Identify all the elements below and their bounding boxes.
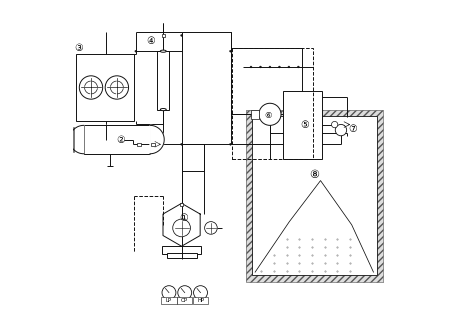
Circle shape — [230, 143, 231, 145]
Bar — [283, 91, 322, 158]
Text: LP: LP — [166, 298, 172, 303]
Bar — [76, 54, 134, 121]
Circle shape — [105, 76, 129, 99]
Polygon shape — [150, 125, 164, 154]
Text: OP: OP — [181, 298, 188, 303]
Bar — [252, 116, 377, 275]
Bar — [180, 203, 183, 206]
Bar — [193, 297, 208, 304]
Bar — [161, 297, 177, 304]
Circle shape — [135, 50, 137, 52]
Circle shape — [181, 35, 183, 36]
Circle shape — [335, 124, 347, 136]
Text: ⑧: ⑧ — [309, 170, 319, 180]
Circle shape — [250, 66, 252, 68]
Circle shape — [162, 286, 176, 300]
Text: ④: ④ — [147, 36, 155, 47]
Bar — [166, 254, 196, 258]
Text: ③: ③ — [74, 43, 83, 53]
Bar — [232, 48, 313, 158]
Bar — [177, 297, 192, 304]
Circle shape — [297, 66, 299, 68]
Polygon shape — [70, 125, 84, 154]
Circle shape — [178, 286, 192, 300]
Circle shape — [278, 66, 280, 68]
Bar — [246, 110, 383, 281]
Circle shape — [173, 219, 190, 237]
Polygon shape — [163, 203, 200, 246]
Bar — [162, 246, 201, 254]
Bar — [162, 34, 165, 37]
Text: ②: ② — [116, 134, 124, 145]
Text: HP: HP — [197, 298, 204, 303]
Bar — [137, 143, 141, 146]
Bar — [157, 51, 169, 110]
Ellipse shape — [160, 108, 166, 111]
Circle shape — [288, 66, 290, 68]
Text: ⑦: ⑦ — [348, 124, 357, 133]
Circle shape — [79, 76, 103, 99]
Circle shape — [205, 222, 217, 234]
Circle shape — [269, 66, 271, 68]
Circle shape — [54, 139, 63, 148]
Ellipse shape — [160, 50, 166, 52]
Bar — [246, 110, 383, 281]
Circle shape — [230, 50, 231, 52]
Text: ①: ① — [179, 213, 188, 223]
Polygon shape — [255, 181, 373, 272]
Circle shape — [194, 286, 207, 300]
Bar — [84, 125, 150, 154]
Circle shape — [181, 143, 183, 145]
Bar — [251, 110, 259, 119]
Text: ⑤: ⑤ — [300, 120, 309, 130]
Circle shape — [54, 129, 63, 138]
Text: ⑥: ⑥ — [265, 111, 272, 120]
Circle shape — [260, 66, 261, 68]
Bar — [151, 143, 155, 146]
Circle shape — [331, 121, 338, 128]
Circle shape — [259, 103, 281, 125]
